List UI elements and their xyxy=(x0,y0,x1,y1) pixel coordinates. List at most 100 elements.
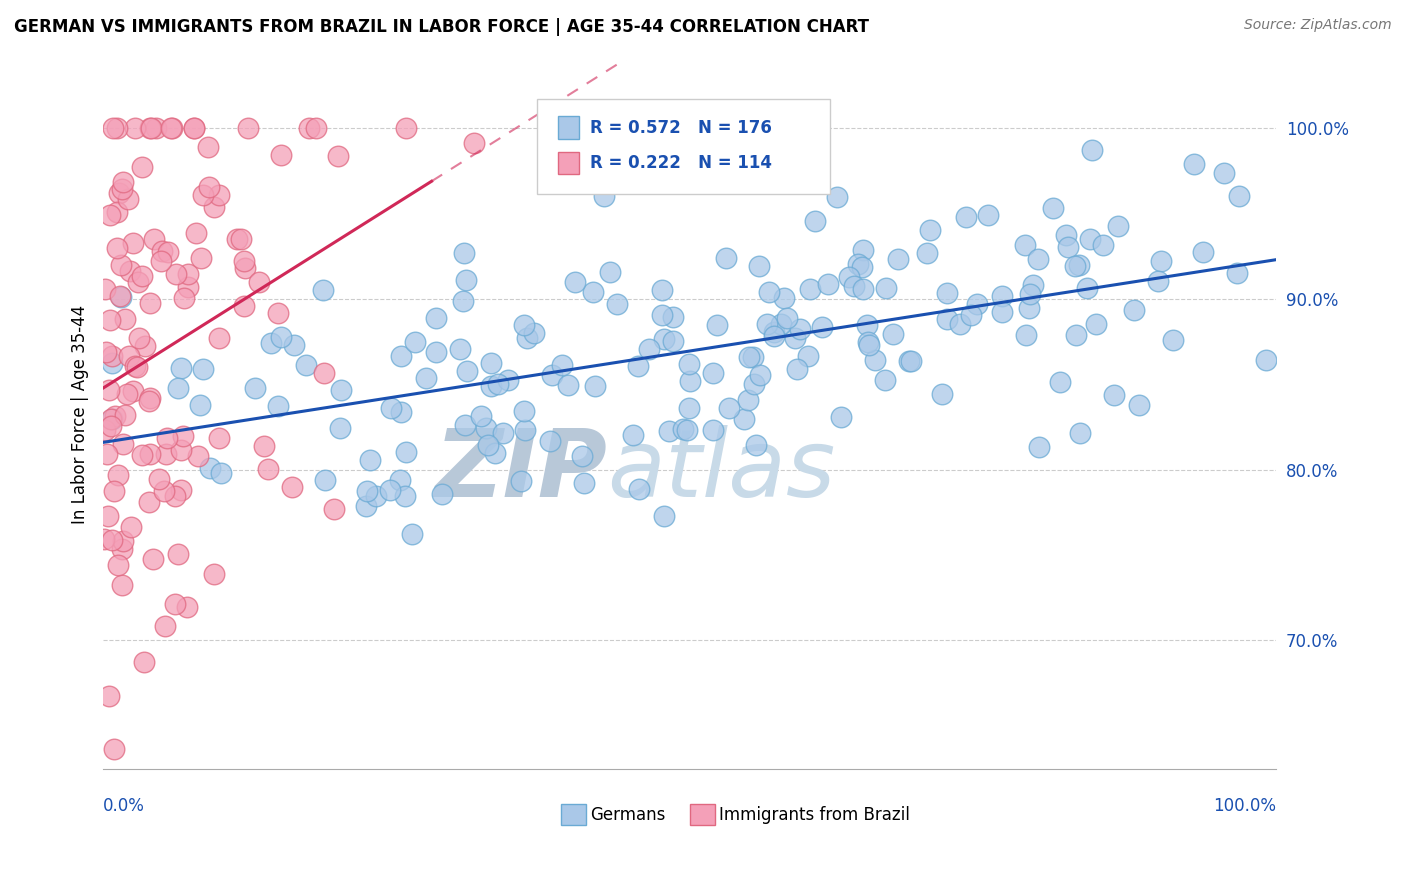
Text: 100.0%: 100.0% xyxy=(1213,797,1277,815)
Point xyxy=(479,356,502,370)
Point xyxy=(131,268,153,283)
Point xyxy=(959,308,981,322)
Point xyxy=(825,190,848,204)
Point xyxy=(118,349,141,363)
Point xyxy=(105,205,128,219)
Point xyxy=(838,270,860,285)
Point xyxy=(706,318,728,333)
Point xyxy=(149,253,172,268)
Point xyxy=(312,366,335,380)
Point xyxy=(111,181,134,195)
Point xyxy=(538,434,561,448)
Point xyxy=(749,368,772,382)
Point xyxy=(496,373,519,387)
Point xyxy=(453,246,475,260)
Point xyxy=(1028,440,1050,454)
Text: GERMAN VS IMMIGRANTS FROM BRAZIL IN LABOR FORCE | AGE 35-44 CORRELATION CHART: GERMAN VS IMMIGRANTS FROM BRAZIL IN LABO… xyxy=(14,18,869,36)
Point xyxy=(122,384,145,398)
Point xyxy=(1054,227,1077,242)
Point xyxy=(111,542,134,557)
Point xyxy=(786,362,808,376)
Point xyxy=(202,566,225,581)
Point xyxy=(110,290,132,304)
Point xyxy=(572,475,595,490)
Point xyxy=(449,342,471,356)
Point xyxy=(830,409,852,424)
Point xyxy=(389,404,412,418)
Point xyxy=(678,401,700,415)
Point xyxy=(267,306,290,320)
Text: R = 0.222   N = 114: R = 0.222 N = 114 xyxy=(591,154,772,172)
Point xyxy=(166,548,188,562)
Point xyxy=(176,267,198,281)
Point xyxy=(172,429,194,443)
Point xyxy=(114,409,136,423)
Point xyxy=(197,140,219,154)
Point xyxy=(115,386,138,401)
Point xyxy=(156,431,179,445)
Point xyxy=(329,421,352,435)
Point xyxy=(354,499,377,513)
Point xyxy=(628,482,651,496)
Point xyxy=(882,326,904,341)
Point xyxy=(541,368,564,383)
Point xyxy=(571,449,593,463)
Point xyxy=(101,412,124,426)
Point xyxy=(169,483,191,497)
Point xyxy=(716,251,738,265)
Point xyxy=(1081,144,1104,158)
Point xyxy=(856,334,879,349)
Point xyxy=(225,232,247,246)
Point xyxy=(107,468,129,483)
Point xyxy=(132,655,155,669)
Point xyxy=(366,489,388,503)
Point xyxy=(97,689,120,703)
Point xyxy=(183,121,205,136)
Point xyxy=(1254,352,1277,367)
Point xyxy=(479,379,502,393)
Point xyxy=(110,258,132,272)
Point xyxy=(312,284,335,298)
Point xyxy=(955,210,977,224)
Point xyxy=(564,275,586,289)
Point xyxy=(475,421,498,435)
Point xyxy=(1122,302,1144,317)
Point xyxy=(145,120,167,135)
Point xyxy=(326,149,349,163)
Point xyxy=(245,381,267,395)
Point xyxy=(190,252,212,266)
Point xyxy=(456,364,478,378)
Point xyxy=(103,409,125,424)
Point xyxy=(96,447,118,461)
Point xyxy=(432,487,454,501)
Point xyxy=(139,120,162,135)
Point xyxy=(209,467,232,481)
Point xyxy=(516,331,538,345)
Point xyxy=(741,351,763,365)
Point xyxy=(97,508,120,523)
FancyBboxPatch shape xyxy=(537,99,831,194)
Point xyxy=(404,335,426,350)
Point xyxy=(856,318,879,332)
Point xyxy=(101,355,124,369)
Point xyxy=(142,232,165,246)
Point xyxy=(1091,238,1114,252)
Point xyxy=(662,310,685,324)
Point xyxy=(1192,244,1215,259)
Point xyxy=(232,299,254,313)
Point xyxy=(581,285,603,299)
Point xyxy=(1128,398,1150,412)
Point xyxy=(177,279,200,293)
Point xyxy=(1147,274,1170,288)
Point xyxy=(131,448,153,462)
Point xyxy=(1064,260,1087,274)
Point xyxy=(583,378,606,392)
Point xyxy=(783,331,806,345)
Point xyxy=(267,399,290,413)
Point xyxy=(127,276,149,290)
Point xyxy=(742,376,765,391)
Point xyxy=(744,438,766,452)
Point xyxy=(98,208,121,222)
Point xyxy=(1229,189,1251,203)
Point xyxy=(1076,281,1098,295)
